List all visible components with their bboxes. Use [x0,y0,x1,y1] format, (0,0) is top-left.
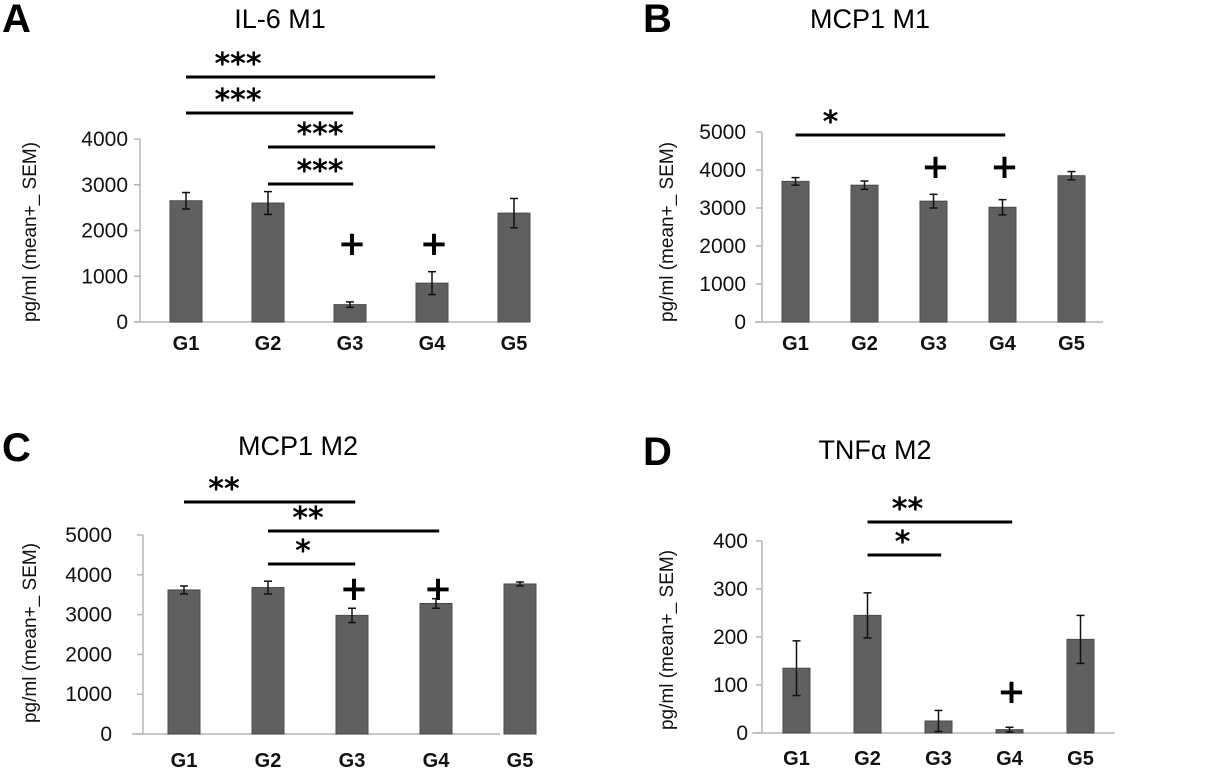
x-category-label: G5 [1058,333,1085,355]
x-category-label: G3 [920,333,947,355]
significance-label: * [895,525,911,560]
significance-plus-marker: + [338,224,367,264]
bar-g2 [850,184,879,323]
y-tick-label: 3000 [65,604,112,627]
significance-label: ** [292,501,324,536]
y-tick-label: 1000 [699,273,746,296]
y-tick-label: 4000 [65,564,112,587]
y-tick-label: 4000 [81,128,128,151]
panel-letter: D [643,430,672,474]
y-tick-label: 200 [713,626,748,649]
x-category-label: G3 [925,748,952,770]
x-category-label: G4 [989,333,1017,355]
panel-letter: C [2,426,31,470]
significance-label: *** [214,83,261,118]
y-tick-label: 0 [100,723,112,746]
panel-letter: B [643,0,672,41]
chart-title: MCP1 M2 [238,431,358,461]
x-category-label: G2 [854,748,881,770]
y-tick-label: 4000 [699,159,746,182]
panel-d: D TNFα M2 pg/ml (mean+_ SEM) 0 100 200 300 4… [643,430,1115,770]
significance-label: ** [208,472,240,507]
y-tick-label: 100 [713,674,748,697]
chart-title: TNFα M2 [818,435,931,465]
significance-plus-marker: + [420,224,449,264]
panel-c: C MCP1 M2 pg/ml (mean+_ SEM) 0 1000 2000 30… [2,426,537,772]
x-category-label: G4 [423,750,451,772]
x-category-label: G2 [851,333,878,355]
bar-g5 [503,583,537,735]
panel-b: B MCP1 M1 pg/ml (mean+_ SEM) 0 1000 2000 30… [643,0,1103,355]
x-category-label: G5 [507,750,534,772]
bar-g5 [1057,175,1086,323]
y-tick-label: 2000 [699,235,746,258]
bar-g1 [169,200,203,323]
y-tick-label: 1000 [65,683,112,706]
x-category-label: G2 [255,750,282,772]
bar-g2 [251,202,285,323]
bar-g1 [167,589,201,735]
chart-title: IL-6 M1 [234,4,326,34]
significance-label: * [295,534,311,569]
significance-plus-marker: + [990,147,1019,187]
significance-plus-marker: + [340,569,369,609]
y-axis-label: pg/ml (mean+_ SEM) [20,543,41,723]
x-category-label: G2 [255,333,282,355]
bar-g5 [497,212,531,323]
y-tick-label: 3000 [81,174,128,197]
y-tick-label: 1000 [81,265,128,288]
x-category-label: G1 [783,748,810,770]
bar-g2 [251,587,285,735]
x-category-label: G1 [173,333,200,355]
significance-plus-marker: + [997,672,1026,712]
x-category-label: G5 [501,333,528,355]
y-axis-label: pg/ml (mean+_ SEM) [657,550,678,730]
y-tick-label: 3000 [699,197,746,220]
y-axis-label: pg/ml (mean+_ SEM) [20,142,41,322]
y-tick-label: 400 [713,530,748,553]
bar-g4 [988,206,1017,323]
y-tick-label: 0 [734,311,746,334]
x-category-label: G3 [339,750,366,772]
bar-g1 [781,180,810,323]
x-category-label: G5 [1067,748,1094,770]
bar-g4 [419,602,453,735]
bar-g3 [335,614,369,735]
y-tick-label: 0 [116,311,128,334]
bar-g3 [919,200,948,323]
x-category-label: G3 [337,333,364,355]
chart-title: MCP1 M1 [810,4,930,34]
panel-a: A IL-6 M1 pg/ml (mean+_ SEM) 0 1000 2000 30… [2,0,531,355]
y-tick-label: 0 [736,722,748,745]
x-category-label: G1 [782,333,809,355]
y-tick-label: 2000 [65,643,112,666]
significance-label: ** [892,492,924,527]
y-tick-label: 5000 [699,121,746,144]
x-category-label: G1 [171,750,198,772]
y-tick-label: 5000 [65,524,112,547]
panel-letter: A [2,0,31,41]
significance-label: * [823,105,839,140]
significance-label: *** [296,117,343,152]
y-axis-label: pg/ml (mean+_ SEM) [657,142,678,322]
x-category-label: G4 [419,333,447,355]
significance-label: *** [296,154,343,189]
significance-label: *** [214,47,261,82]
y-tick-label: 2000 [81,220,128,243]
significance-plus-marker: + [424,569,453,609]
x-category-label: G4 [996,748,1024,770]
significance-plus-marker: + [921,147,950,187]
y-tick-label: 300 [713,578,748,601]
